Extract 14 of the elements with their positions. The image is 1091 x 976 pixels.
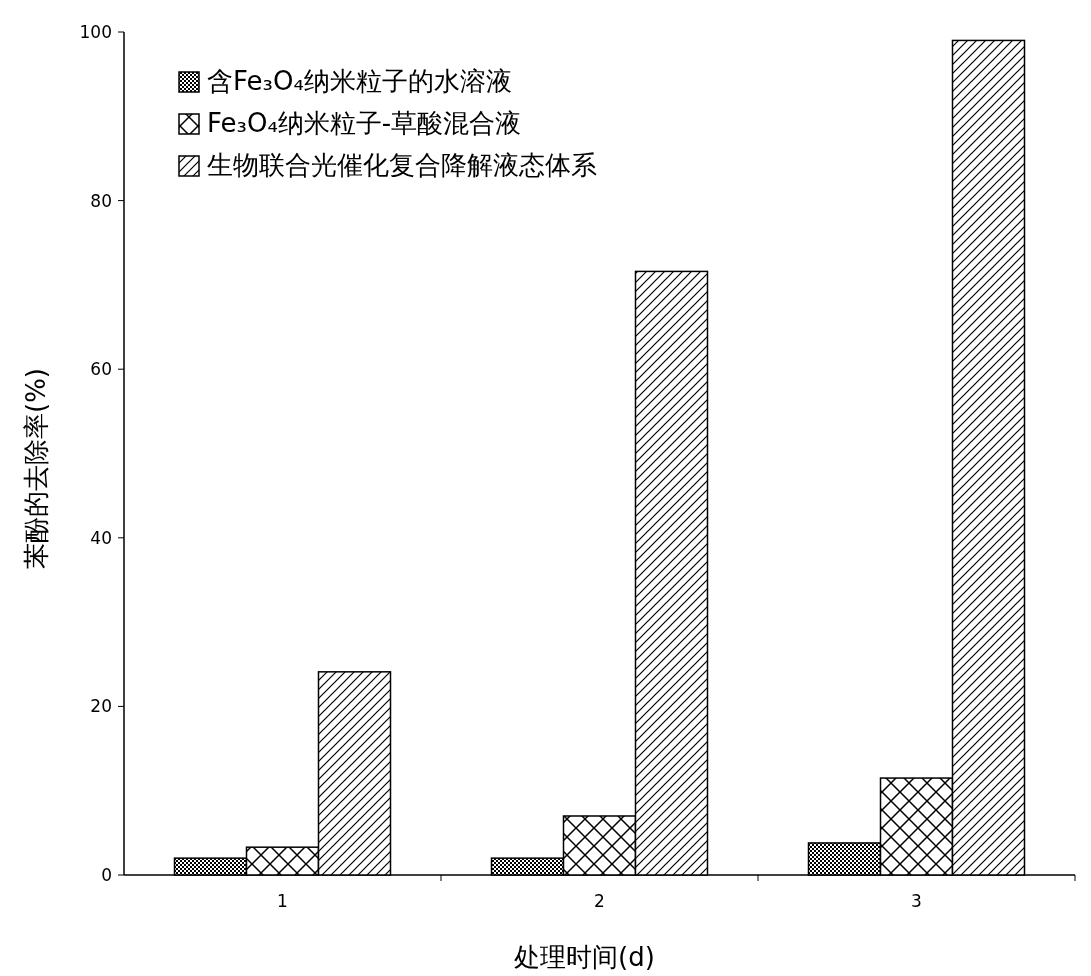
legend-label: Fe₃O₄纳米粒子-草酸混合液 [207,108,522,138]
y-axis-title: 苯酚的去除率(%) [21,368,51,569]
y-tick-label: 60 [90,359,112,380]
y-tick-label: 20 [90,696,112,717]
legend-label: 含Fe₃O₄纳米粒子的水溶液 [207,66,512,96]
x-tick-label: 2 [594,891,605,911]
y-tick-label: 0 [101,865,112,885]
x-axis-title: 处理时间(d) [514,942,655,972]
y-tick-label: 100 [79,22,112,42]
y-tick-label: 80 [90,190,112,211]
legend-label: 生物联合光催化复合降解液态体系 [207,150,597,180]
y-tick-label: 40 [90,527,112,548]
x-tick-label: 3 [911,891,922,911]
x-tick-label: 1 [277,891,288,911]
